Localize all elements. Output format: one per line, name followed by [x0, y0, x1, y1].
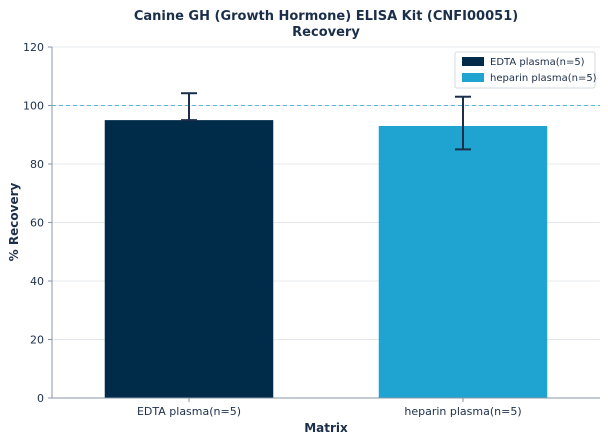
x-axis-ticks: EDTA plasma(n=5) heparin plasma(n=5) [137, 398, 522, 418]
legend-label-heparin: heparin plasma(n=5) [490, 73, 597, 84]
legend-swatch-edta [462, 57, 484, 66]
y-axis-ticks: 0 20 40 60 80 100 120 [23, 41, 52, 405]
y-tick-label: 80 [30, 158, 44, 171]
x-tick-label: heparin plasma(n=5) [404, 405, 521, 418]
chart-title-line2: Recovery [292, 25, 360, 40]
legend-label-edta: EDTA plasma(n=5) [490, 57, 585, 68]
legend-box [454, 51, 596, 89]
x-axis-label: Matrix [304, 421, 348, 435]
error-bars-group [181, 92, 471, 151]
legend: EDTA plasma(n=5) heparin plasma(n=5) [454, 51, 597, 89]
bars-group [104, 120, 548, 398]
bar-1 [378, 125, 548, 398]
y-tick-label: 0 [37, 392, 44, 405]
chart-title-line1: Canine GH (Growth Hormone) ELISA Kit (CN… [134, 9, 518, 24]
y-tick-label: 40 [30, 275, 44, 288]
y-tick-label: 120 [23, 41, 44, 54]
legend-swatch-heparin [462, 73, 484, 82]
y-axis-label: % Recovery [7, 183, 21, 262]
x-tick-label: EDTA plasma(n=5) [137, 405, 241, 418]
bar-0 [104, 120, 274, 398]
y-tick-label: 60 [30, 217, 44, 230]
y-tick-label: 20 [30, 334, 44, 347]
y-tick-label: 100 [23, 100, 44, 113]
